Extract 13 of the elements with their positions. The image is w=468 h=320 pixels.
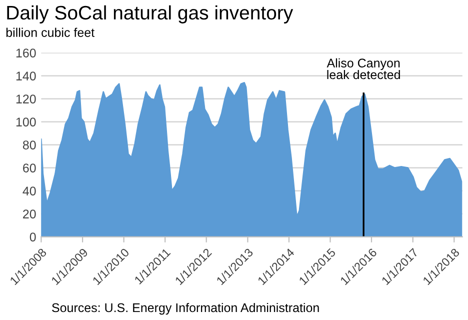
y-tick-label: 60 [23, 164, 36, 172]
source-note: Sources: U.S. Energy Information Administration [52, 302, 319, 315]
y-tick-label: 160 [16, 48, 36, 58]
y-tick-label: 80 [22, 140, 36, 150]
ref-line-label: Aliso Canyon leak detected [326, 58, 400, 80]
y-tick-label: 140 [16, 72, 36, 80]
y-tick-label: 40 [22, 186, 36, 196]
y-axis-title: billion cubic feet [6, 28, 94, 37]
y-tick-label: 0 [30, 232, 36, 242]
chart-title: Daily SoCal natural gas inventory [7, 5, 294, 24]
y-tick-label: 20 [23, 210, 36, 218]
y-tick-label: 100 [16, 118, 36, 126]
y-tick-label: 120 [16, 94, 36, 104]
